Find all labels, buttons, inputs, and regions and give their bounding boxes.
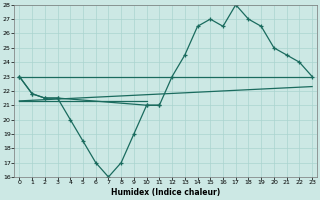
X-axis label: Humidex (Indice chaleur): Humidex (Indice chaleur) xyxy=(111,188,220,197)
